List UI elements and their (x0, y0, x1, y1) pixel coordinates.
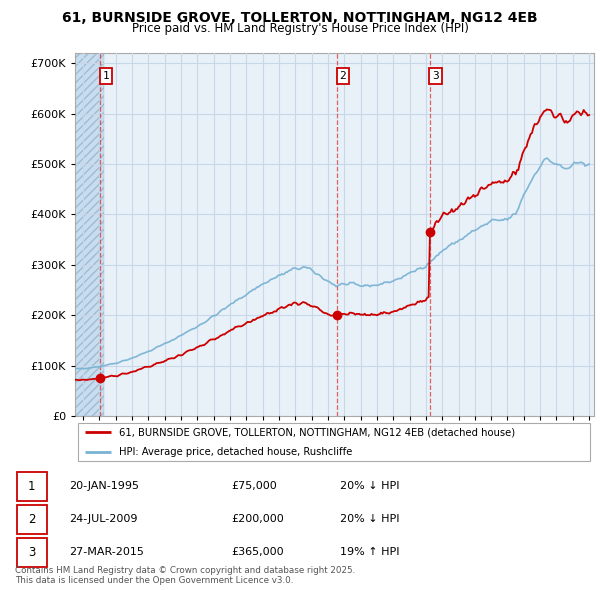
Bar (75, 53, 104, 416)
Text: 61, BURNSIDE GROVE, TOLLERTON, NOTTINGHAM, NG12 4EB: 61, BURNSIDE GROVE, TOLLERTON, NOTTINGHA… (62, 11, 538, 25)
Text: 1: 1 (28, 480, 35, 493)
Text: 20-JAN-1995: 20-JAN-1995 (70, 481, 140, 491)
Text: 20% ↓ HPI: 20% ↓ HPI (340, 514, 400, 524)
Text: 2: 2 (340, 71, 346, 81)
Text: Contains HM Land Registry data © Crown copyright and database right 2025.
This d: Contains HM Land Registry data © Crown c… (15, 566, 355, 585)
Text: £365,000: £365,000 (231, 548, 284, 558)
Text: Price paid vs. HM Land Registry's House Price Index (HPI): Price paid vs. HM Land Registry's House … (131, 22, 469, 35)
Bar (17, 472, 47, 501)
Text: 27-MAR-2015: 27-MAR-2015 (70, 548, 145, 558)
Text: HPI: Average price, detached house, Rushcliffe: HPI: Average price, detached house, Rush… (119, 447, 352, 457)
Text: 3: 3 (432, 71, 439, 81)
Text: 24-JUL-2009: 24-JUL-2009 (70, 514, 138, 524)
Bar (17, 505, 47, 535)
Text: 1: 1 (103, 71, 110, 81)
Text: £75,000: £75,000 (231, 481, 277, 491)
Text: 19% ↑ HPI: 19% ↑ HPI (340, 548, 400, 558)
Text: 3: 3 (28, 546, 35, 559)
Text: 20% ↓ HPI: 20% ↓ HPI (340, 481, 400, 491)
Text: 61, BURNSIDE GROVE, TOLLERTON, NOTTINGHAM, NG12 4EB (detached house): 61, BURNSIDE GROVE, TOLLERTON, NOTTINGHA… (119, 427, 515, 437)
Bar (17, 538, 47, 568)
Text: 2: 2 (28, 513, 35, 526)
Text: £200,000: £200,000 (231, 514, 284, 524)
